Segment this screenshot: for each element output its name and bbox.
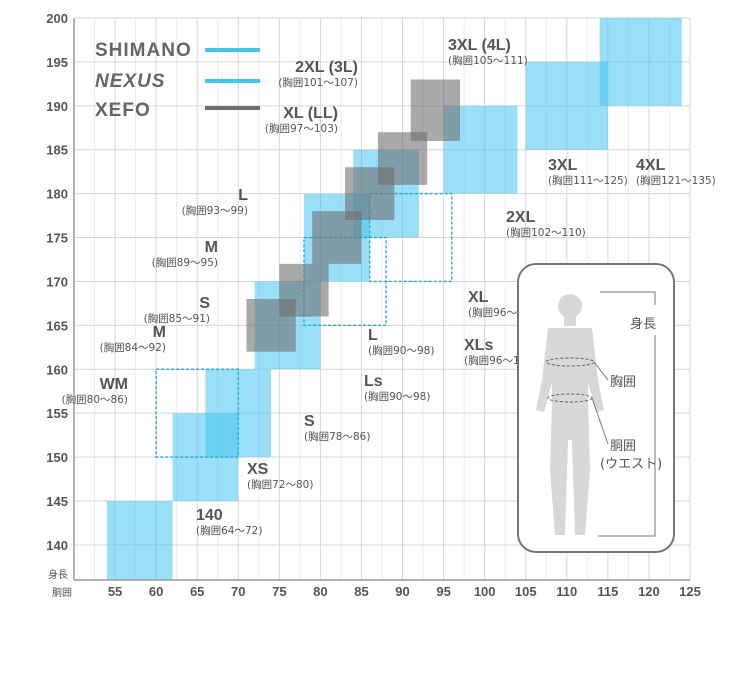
gray-size-box — [410, 79, 461, 141]
height-pointer-bottom — [598, 335, 656, 537]
size-label: 2XL (3L) — [295, 59, 358, 76]
waist-pointer — [591, 397, 609, 445]
x-tick-label: 70 — [231, 584, 245, 599]
x-tick-label: 75 — [272, 584, 286, 599]
size-label: 2XL — [506, 209, 536, 226]
size-label: S — [199, 295, 210, 312]
chest-range-label: (胸囲78〜86) — [304, 430, 370, 443]
x-tick-label: 100 — [474, 584, 496, 599]
x-tick-label: 65 — [190, 584, 204, 599]
x-tick-label: 90 — [395, 584, 409, 599]
size-label: XL (LL) — [283, 105, 338, 122]
size-labels: 140(胸囲64〜72)XS(胸囲72〜80)S(胸囲78〜86)M(胸囲84〜… — [62, 37, 716, 537]
chest-range-label: (胸囲89〜95) — [152, 256, 218, 269]
y-tick-label: 200 — [46, 11, 68, 26]
size-label: XL — [468, 289, 489, 306]
y-tick-label: 170 — [46, 274, 68, 289]
chest-range-label: (胸囲90〜98) — [368, 344, 434, 357]
y-tick-label: 190 — [46, 99, 68, 114]
x-tick-label: 85 — [354, 584, 368, 599]
size-label: L — [368, 327, 378, 344]
size-label: 3XL — [548, 157, 578, 174]
chest-range-label: (胸囲90〜98) — [364, 390, 430, 403]
chest-range-label: (胸囲93〜99) — [182, 204, 248, 217]
legend-label-nexus: NEXUS — [95, 71, 165, 92]
size-label: XLs — [464, 337, 493, 354]
y-tick-label: 165 — [46, 318, 68, 333]
chest-range-label: (胸囲101〜107) — [278, 76, 358, 89]
y-tick-label: 160 — [46, 362, 68, 377]
y-tick-label: 195 — [46, 55, 68, 70]
size-label: Ls — [364, 373, 383, 390]
chest-range-label: (胸囲72〜80) — [247, 478, 313, 491]
blue-size-box — [525, 61, 608, 150]
chest-range-label: (胸囲85〜91) — [144, 312, 210, 325]
chest-range-label: (胸囲80〜86) — [62, 393, 128, 406]
x-tick-label: 110 — [556, 584, 577, 599]
y-tick-label: 175 — [46, 231, 68, 246]
x-tick-label: 115 — [597, 584, 618, 599]
size-label: M — [205, 239, 218, 256]
legend-label-shimano: SHIMANO — [95, 40, 192, 61]
y-tick-label: 145 — [46, 494, 68, 509]
y-tick-label: 185 — [46, 143, 68, 158]
chest-range-label: (胸囲64〜72) — [196, 524, 262, 537]
x-tick-label: 105 — [515, 584, 537, 599]
chest-pointer — [593, 361, 609, 381]
legend: SHIMANO NEXUS XEFO — [95, 40, 260, 121]
size-label: S — [304, 413, 315, 430]
height-label: 身長 — [630, 316, 656, 332]
chest-label: 胸囲 — [610, 375, 636, 390]
y-tick-label: 150 — [46, 450, 68, 465]
size-label: 140 — [196, 507, 223, 524]
axes: 55 60 65 70 75 80 85 90 95 100 105 110 115 120 125 140 1… — [46, 11, 701, 599]
waist-sub-label: (ウエスト) — [600, 457, 662, 472]
blue-size-box — [106, 500, 173, 580]
size-label: L — [238, 187, 248, 204]
x-tick-label: 120 — [638, 584, 660, 599]
gray-size-boxes — [246, 79, 461, 352]
dashed-size-box — [368, 192, 453, 283]
body-measurement-diagram: 身長 胸囲 胴囲 (ウエスト) — [517, 263, 675, 553]
y-tick-label: 155 — [46, 406, 68, 421]
x-tick-label: 80 — [313, 584, 327, 599]
size-label: M — [153, 324, 166, 341]
x-tick-label: 60 — [149, 584, 163, 599]
x-tick-label: 55 — [108, 584, 122, 599]
y-tick-label: 180 — [46, 187, 68, 202]
chest-range-label: (胸囲121〜135) — [636, 174, 716, 187]
chest-range-label: (胸囲97〜103) — [265, 122, 338, 135]
chest-range-label: (胸囲102〜110) — [506, 226, 586, 239]
gray-size-box — [279, 263, 329, 317]
legend-label-xefo: XEFO — [95, 100, 151, 121]
size-label: 4XL — [636, 157, 666, 174]
x-tick-label: 95 — [436, 584, 450, 599]
size-label: WM — [100, 376, 128, 393]
size-label: 3XL (4L) — [448, 37, 511, 54]
height-pointer — [600, 291, 656, 305]
x-tick-label: 125 — [679, 584, 701, 599]
x-axis-name: 胴囲 — [52, 587, 72, 599]
y-tick-label: 140 — [46, 538, 68, 553]
waist-label: 胴囲 — [610, 439, 636, 454]
chest-range-label: (胸囲111〜125) — [548, 174, 628, 187]
blue-size-box — [599, 18, 682, 106]
y-axis-name: 身長 — [48, 568, 68, 581]
chest-range-label: (胸囲105〜111) — [448, 54, 528, 67]
dashed-size-box — [155, 368, 239, 458]
human-figure-icon — [536, 294, 604, 535]
chest-range-label: (胸囲84〜92) — [100, 341, 166, 354]
size-label: XS — [247, 461, 269, 478]
